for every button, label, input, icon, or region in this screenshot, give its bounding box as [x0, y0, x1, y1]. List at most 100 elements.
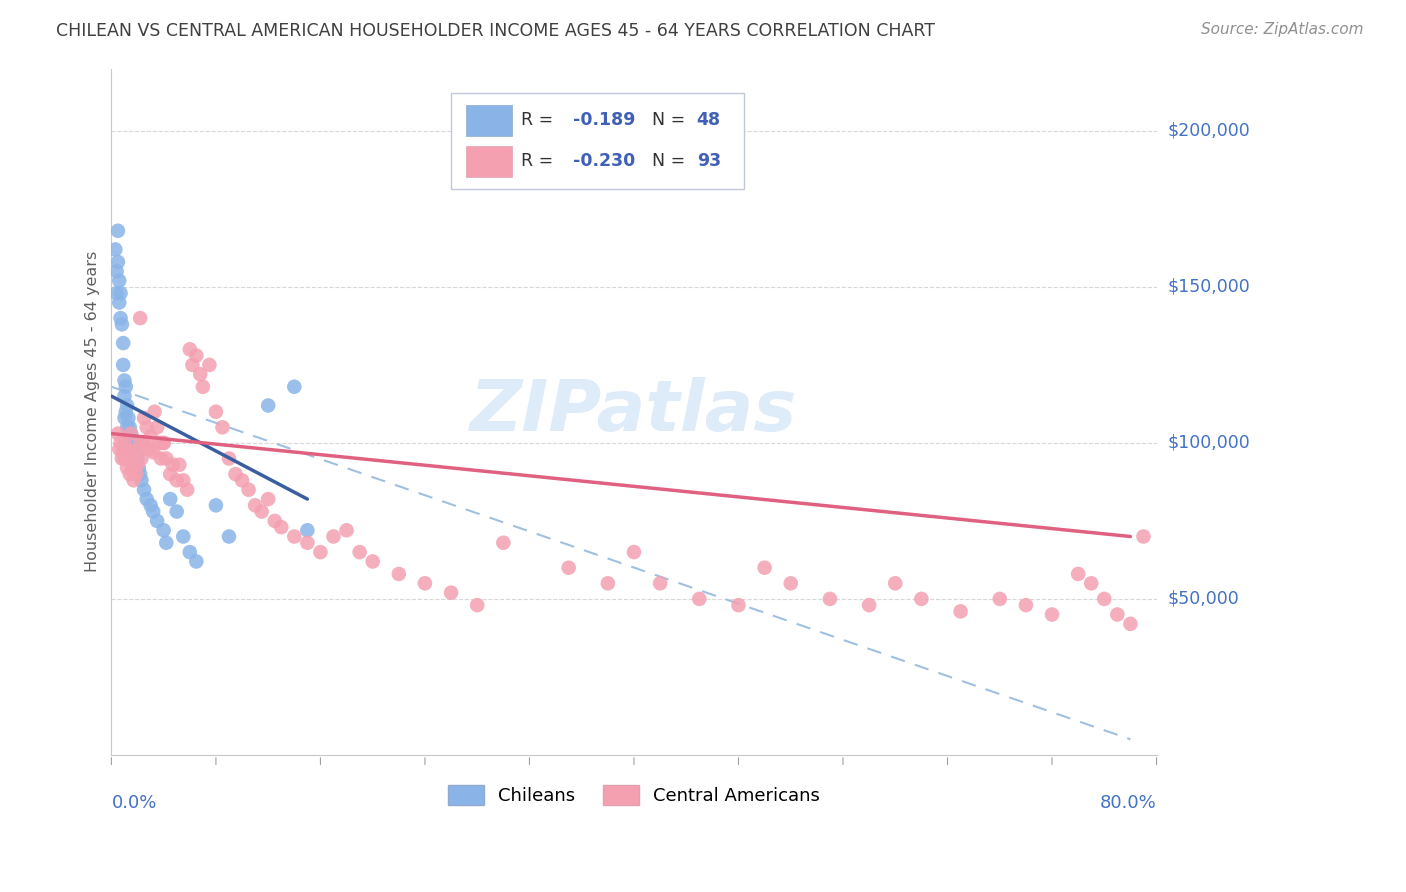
Point: [754, 560, 776, 574]
Point: [159, 467, 181, 482]
Point: [465, 598, 488, 612]
Point: [118, 467, 141, 482]
Point: [131, 451, 153, 466]
Point: [114, 442, 136, 457]
Point: [152, 523, 174, 537]
Point: [1040, 607, 1063, 622]
Point: [648, 576, 671, 591]
Point: [361, 554, 384, 568]
Point: [623, 545, 645, 559]
Point: [155, 535, 177, 549]
Text: $50,000: $50,000: [1167, 590, 1240, 608]
Point: [884, 576, 907, 591]
Point: [910, 591, 932, 606]
Point: [152, 436, 174, 450]
Point: [1067, 566, 1090, 581]
Point: [124, 451, 146, 466]
Point: [257, 399, 280, 413]
Point: [129, 311, 152, 326]
Point: [1132, 529, 1154, 543]
Point: [107, 255, 129, 269]
Point: [122, 442, 145, 457]
Point: [105, 264, 128, 278]
Point: [1107, 607, 1129, 622]
Point: [111, 318, 134, 332]
Point: [108, 295, 131, 310]
Point: [115, 399, 138, 413]
FancyBboxPatch shape: [465, 146, 512, 177]
Point: [139, 498, 162, 512]
Point: [124, 451, 146, 466]
Text: $100,000: $100,000: [1167, 434, 1250, 452]
Point: [1119, 616, 1142, 631]
Point: [149, 436, 172, 450]
Point: [120, 445, 142, 459]
Text: CHILEAN VS CENTRAL AMERICAN HOUSEHOLDER INCOME AGES 45 - 64 YEARS CORRELATION CH: CHILEAN VS CENTRAL AMERICAN HOUSEHOLDER …: [56, 22, 935, 40]
Point: [112, 336, 135, 351]
Point: [727, 598, 749, 612]
Point: [231, 474, 253, 488]
Point: [114, 374, 136, 388]
Point: [127, 451, 149, 466]
Point: [297, 535, 319, 549]
Point: [139, 430, 162, 444]
Point: [146, 420, 169, 434]
Point: [388, 566, 411, 581]
Point: [270, 520, 292, 534]
Point: [104, 243, 127, 257]
Point: [557, 560, 579, 574]
Point: [131, 474, 153, 488]
Point: [250, 504, 273, 518]
Point: [335, 523, 357, 537]
Text: R =: R =: [522, 112, 558, 129]
Point: [146, 514, 169, 528]
Point: [142, 445, 165, 459]
Point: [283, 380, 305, 394]
Point: [949, 604, 972, 618]
Text: R =: R =: [522, 153, 558, 170]
Point: [1080, 576, 1102, 591]
Point: [127, 458, 149, 472]
Point: [152, 436, 174, 450]
Point: [169, 458, 191, 472]
Point: [309, 545, 332, 559]
Point: [110, 286, 132, 301]
Point: [263, 514, 285, 528]
Point: [413, 576, 436, 591]
Point: [129, 436, 152, 450]
Text: 0.0%: 0.0%: [111, 794, 157, 812]
Point: [114, 380, 136, 394]
Text: $150,000: $150,000: [1167, 278, 1250, 296]
Point: [143, 405, 166, 419]
Point: [136, 442, 159, 457]
Text: 48: 48: [697, 112, 721, 129]
Point: [818, 591, 841, 606]
Point: [125, 467, 148, 482]
Point: [349, 545, 371, 559]
Point: [120, 445, 142, 459]
Point: [297, 523, 319, 537]
Point: [166, 474, 188, 488]
Point: [191, 380, 214, 394]
Text: 80.0%: 80.0%: [1099, 794, 1157, 812]
Text: N =: N =: [652, 153, 690, 170]
Point: [988, 591, 1011, 606]
Point: [218, 451, 240, 466]
Text: Source: ZipAtlas.com: Source: ZipAtlas.com: [1201, 22, 1364, 37]
Point: [117, 451, 139, 466]
Point: [105, 286, 128, 301]
Point: [110, 311, 132, 326]
Point: [188, 368, 211, 382]
Point: [110, 436, 132, 450]
Point: [211, 420, 233, 434]
Point: [112, 445, 135, 459]
Point: [858, 598, 880, 612]
Point: [135, 491, 157, 506]
Point: [118, 420, 141, 434]
Point: [440, 585, 463, 599]
Point: [596, 576, 619, 591]
Point: [114, 389, 136, 403]
Point: [114, 411, 136, 425]
Point: [283, 529, 305, 543]
Text: 93: 93: [697, 153, 721, 170]
